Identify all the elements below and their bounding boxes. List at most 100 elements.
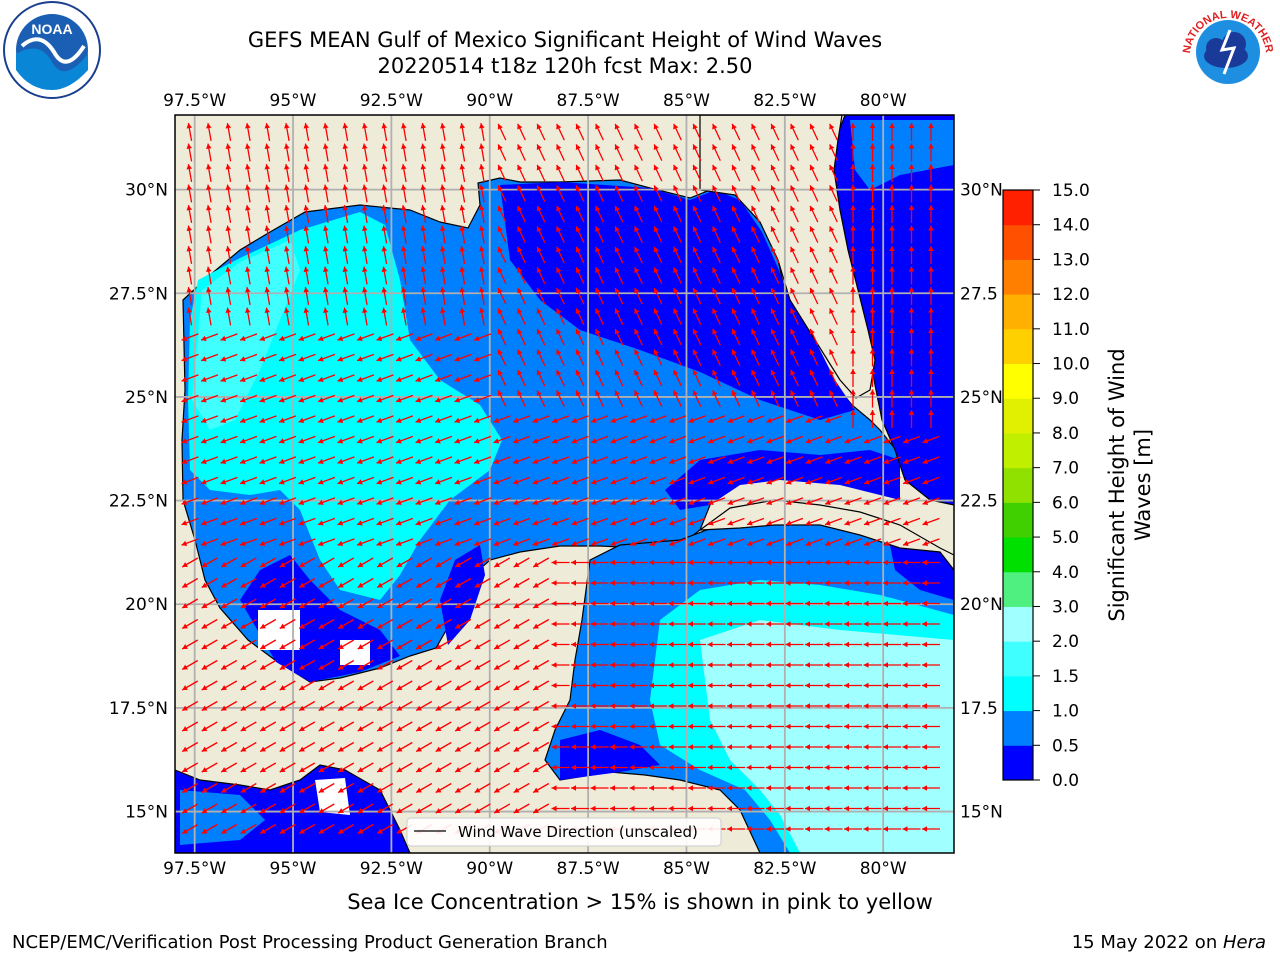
wind-arrow-564 [532,415,550,423]
cuba-land [698,499,954,571]
wind-arrow-387 [889,307,895,326]
map-frame [174,114,955,854]
wind-arrow-412 [614,328,624,346]
wind-arrow-934 [902,600,921,607]
wind-arrow-571 [668,415,687,423]
wind-arrow-435 [298,353,316,362]
wind-arrow-301 [731,267,741,284]
wind-arrow-930 [824,600,843,607]
wind-arrow-1018 [259,659,277,671]
wind-arrow-935 [922,600,940,607]
wind-arrow-565 [551,415,570,423]
wind-arrow-101 [634,164,643,182]
wind-arrow-542 [869,389,876,408]
wind-arrow-986 [396,639,413,650]
wind-arrow-361 [381,307,388,326]
lat-tick-right-3: 22.5 [960,492,998,512]
wind-arrow-401 [395,333,414,341]
wind-arrow-1143 [415,721,433,732]
wind-arrow-1105 [435,700,452,712]
wind-arrow-822 [240,557,257,568]
wind-arrow-610 [668,435,687,444]
wind-arrow-119 [225,184,232,203]
wind-arrow-378 [712,308,721,325]
wind-arrow-372 [595,308,604,325]
wind-arrow-289 [497,267,507,284]
wind-arrow-1266 [532,782,550,794]
wind-arrow-1239 [766,764,784,771]
wind-arrow-1089 [883,682,901,689]
wind-arrow-748 [317,517,336,526]
wind-arrow-895 [902,580,921,586]
atlantic-mid [850,120,954,190]
wind-arrow-1181 [396,741,413,753]
wind-arrow-38 [928,123,934,141]
wind-arrow-265 [790,246,799,264]
wind-arrow-39 [186,143,193,162]
wind-arrow-1030 [493,659,511,671]
wind-arrow-1253 [279,782,296,794]
wind-arrow-478 [376,374,394,382]
wind-arrow-58 [556,144,565,161]
wind-arrow-335 [634,287,643,305]
wind-arrow-861 [240,577,257,589]
wind-arrow-128 [401,184,407,203]
wind-arrow-143 [692,185,702,202]
wind-arrow-647 [629,456,648,464]
wind-arrow-436 [317,353,336,362]
wind-arrow-1304 [513,803,530,814]
wind-arrow-792 [415,538,433,546]
wind-arrow-464 [869,348,876,367]
wind-arrow-1201 [785,744,804,750]
wind-arrow-1286 [922,785,940,791]
wind-arrow-580 [850,410,856,428]
wind-arrow-1327 [201,823,218,835]
wind-arrow-4 [264,123,271,141]
wind-arrow-1095 [240,700,257,712]
wind-arrow-1303 [493,803,511,814]
wind-arrow-941 [279,618,296,630]
wind-arrow-408 [536,328,546,346]
wind-arrow-1069 [493,680,511,691]
wind-arrow-1231 [610,764,628,771]
wind-arrow-253 [556,246,565,264]
wind-arrow-196 [206,225,212,244]
wind-arrow-624 [181,456,199,464]
wind-arrow-1099 [318,700,335,712]
wind-arrow-287 [459,266,466,285]
colorbar-tick-4: 2.0 [1052,632,1079,652]
wind-arrow-32 [809,123,819,141]
wind-arrow-1085 [805,682,823,689]
wind-arrow-551 [278,415,297,423]
wind-arrow-270 [889,246,895,264]
wind-arrow-806 [688,538,706,546]
wind-arrow-1242 [824,764,843,771]
wind-arrow-1295 [337,803,355,814]
wind-arrow-471 [239,374,258,382]
wind-arrow-1104 [415,700,433,712]
wind-arrow-25 [673,123,682,141]
wind-arrow-921 [649,600,667,607]
lon-tick-bottom-7: 80°W [860,859,907,879]
wind-arrow-700 [902,476,921,485]
lon-tick-labels-bottom: 97.5°W 95°W 92.5°W 90°W 87.5°W 85°W 82.5°W 80°W [163,859,907,879]
wind-arrow-1047 [824,662,843,668]
wind-arrow-1195 [668,744,687,750]
wind-arrow-856 [902,559,921,566]
wind-arrow-684 [590,476,609,485]
colorbar-tick-6: 4.0 [1052,563,1079,583]
wind-arrow-449 [575,349,585,366]
wind-arrow-0 [186,123,193,141]
wind-arrow-936 [181,618,199,630]
colorbar-bin-1 [1003,710,1033,746]
wind-arrow-1120 [727,703,745,709]
wind-arrow-1148 [513,721,530,732]
wind-arrow-31 [790,123,799,141]
wind-arrow-384 [829,308,838,325]
wind-arrow-19 [556,123,565,141]
wind-arrow-814 [844,538,862,546]
wind-arrow-167 [401,205,407,223]
wind-arrow-1220 [396,762,413,773]
wind-arrow-460 [790,349,799,366]
wind-arrow-310 [908,266,915,285]
